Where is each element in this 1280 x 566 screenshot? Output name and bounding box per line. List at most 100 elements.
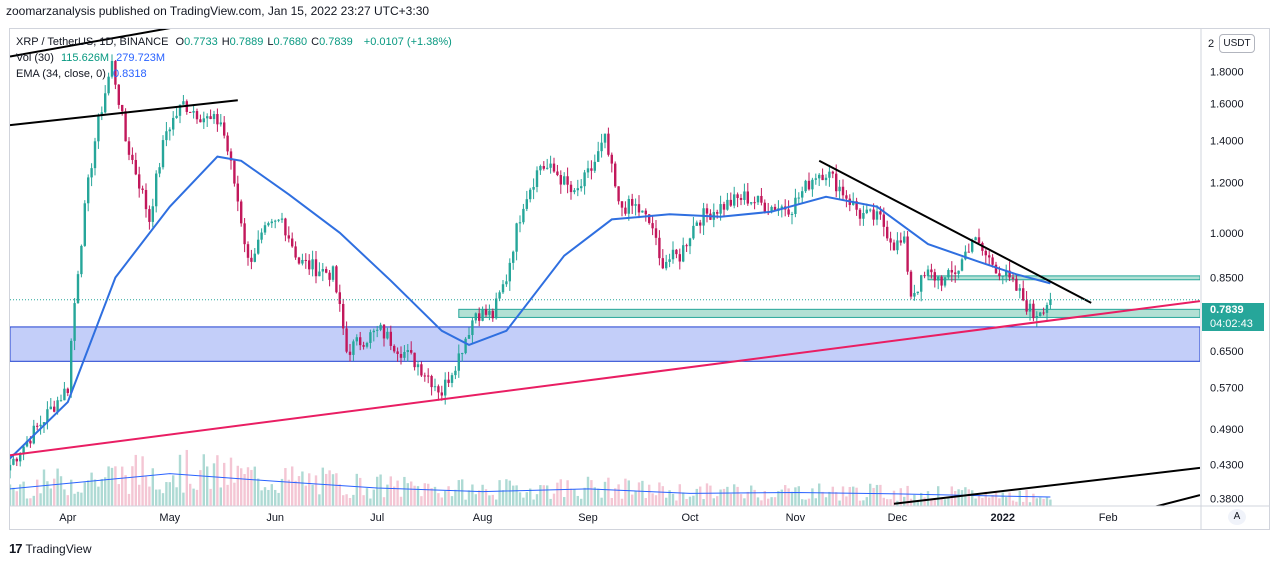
candle[interactable] (954, 265, 957, 283)
candle[interactable] (899, 232, 902, 246)
candle[interactable] (814, 173, 817, 185)
candle[interactable] (291, 232, 294, 248)
candle[interactable] (1005, 264, 1008, 283)
candle[interactable] (488, 304, 491, 321)
candle[interactable] (532, 178, 535, 200)
candle[interactable] (573, 188, 576, 195)
candle[interactable] (950, 261, 953, 282)
candle[interactable] (427, 368, 430, 384)
candle[interactable] (297, 256, 301, 265)
candle[interactable] (359, 331, 362, 351)
candle[interactable] (729, 192, 732, 207)
candle[interactable] (345, 321, 348, 354)
candle[interactable] (471, 317, 474, 345)
candle[interactable] (760, 187, 763, 206)
candle[interactable] (335, 265, 338, 294)
candle[interactable] (321, 263, 324, 282)
candle[interactable] (87, 174, 90, 212)
candle[interactable] (661, 249, 664, 270)
candle[interactable] (474, 312, 477, 324)
candle[interactable] (59, 394, 63, 402)
candle[interactable] (967, 243, 970, 253)
candle[interactable] (294, 241, 297, 260)
candle[interactable] (365, 341, 369, 349)
candle[interactable] (518, 215, 522, 233)
resistance-zone-green[interactable] (927, 275, 1200, 281)
support-trendline[interactable] (10, 300, 1200, 457)
candle[interactable] (389, 325, 392, 351)
candle[interactable] (117, 84, 120, 109)
candle[interactable] (692, 216, 695, 240)
ema-34-line[interactable] (10, 155, 1051, 460)
candle[interactable] (926, 265, 930, 280)
candle[interactable] (97, 113, 100, 149)
candle[interactable] (1018, 284, 1021, 299)
candle[interactable] (984, 249, 987, 265)
candle[interactable] (634, 198, 637, 216)
candle[interactable] (603, 133, 607, 149)
candle[interactable] (1035, 311, 1038, 327)
candle[interactable] (607, 127, 610, 157)
candle[interactable] (671, 241, 675, 264)
candle[interactable] (824, 174, 828, 186)
candle[interactable] (32, 419, 35, 445)
candle[interactable] (423, 372, 426, 382)
candle[interactable] (746, 182, 749, 206)
candle[interactable] (739, 194, 743, 206)
candle[interactable] (709, 209, 712, 221)
candle[interactable] (182, 94, 185, 105)
candle[interactable] (892, 239, 896, 251)
candle[interactable] (1028, 300, 1032, 321)
legend-ema-label[interactable]: EMA (34, close, 0) (16, 68, 106, 80)
candle[interactable] (416, 361, 420, 376)
candle[interactable] (586, 160, 590, 178)
candle[interactable] (552, 157, 556, 173)
candle[interactable] (981, 241, 984, 256)
candle[interactable] (668, 253, 671, 268)
candle[interactable] (637, 195, 641, 219)
candle[interactable] (274, 219, 277, 229)
candle[interactable] (872, 203, 875, 226)
candle[interactable] (512, 250, 515, 270)
candle[interactable] (549, 155, 552, 174)
candle[interactable] (566, 167, 569, 194)
candle[interactable] (678, 248, 681, 270)
candle[interactable] (314, 251, 318, 284)
candle[interactable] (903, 230, 906, 244)
candle[interactable] (161, 135, 165, 170)
candle[interactable] (338, 284, 341, 312)
candle[interactable] (226, 132, 229, 156)
candle[interactable] (920, 274, 923, 302)
candle[interactable] (93, 137, 97, 176)
candle[interactable] (794, 188, 797, 218)
candle[interactable] (651, 215, 654, 236)
candle[interactable] (933, 268, 936, 288)
candle[interactable] (263, 221, 267, 235)
channel-lower-line[interactable] (1067, 494, 1200, 529)
candle[interactable] (165, 121, 168, 147)
candle[interactable] (569, 181, 573, 200)
candle[interactable] (906, 231, 909, 275)
candle[interactable] (858, 208, 862, 226)
candle[interactable] (797, 192, 800, 205)
candle[interactable] (896, 232, 899, 255)
candle[interactable] (304, 253, 307, 269)
candle[interactable] (63, 381, 66, 401)
candle[interactable] (957, 270, 960, 279)
candle[interactable] (76, 270, 80, 304)
candle[interactable] (1022, 280, 1025, 302)
candle[interactable] (148, 205, 151, 230)
candle[interactable] (70, 338, 73, 398)
candle[interactable] (243, 218, 246, 253)
candle[interactable] (134, 152, 137, 176)
candle[interactable] (223, 116, 226, 139)
candle[interactable] (610, 152, 613, 173)
candle[interactable] (644, 208, 647, 222)
candle[interactable] (80, 244, 83, 278)
candle[interactable] (379, 322, 382, 332)
candle[interactable] (811, 177, 814, 197)
candle[interactable] (437, 384, 440, 401)
candle[interactable] (535, 166, 539, 193)
candle[interactable] (22, 444, 25, 461)
candle[interactable] (168, 127, 171, 141)
